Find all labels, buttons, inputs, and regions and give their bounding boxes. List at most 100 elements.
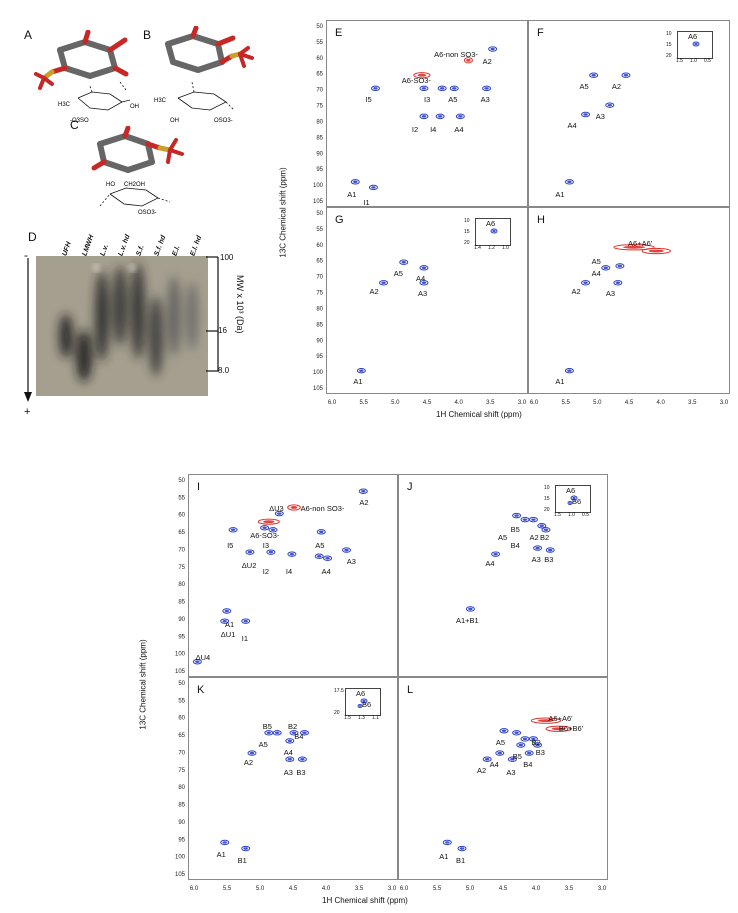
nmr-signal-blue-core (531, 518, 536, 521)
peak-label: B2 (531, 737, 541, 747)
nmr-signal-blue-core (249, 751, 255, 755)
nmr-signal-blue (228, 527, 238, 533)
panel-letter-a: A (24, 28, 33, 42)
nmr-signal-blue (457, 845, 467, 852)
nmr-spectrum-h (564, 244, 671, 374)
nmr-signal-blue (455, 113, 465, 120)
peak-label: A2 (482, 57, 492, 67)
nmr-signal-blue-core (358, 705, 362, 707)
peak-label: ΔU1 (220, 630, 236, 640)
inset-x-tick: 1.3 (358, 715, 365, 721)
nmr-spectrum-j (465, 512, 555, 612)
y-tick-label: 90 (178, 617, 185, 623)
nmr-signal-blue-core (275, 731, 280, 735)
nmr-signal-blue-core (535, 546, 540, 550)
nmr-signal-blue (316, 529, 326, 535)
y-tick-label: 80 (316, 306, 323, 312)
nmr-panel-h: H A6+A6' A5 A4 A2 A3 A1 (528, 207, 730, 394)
x-tick-label: 3.5 (486, 400, 495, 406)
nmr-signal-blue (245, 549, 255, 555)
inset-x-tick: 0.5 (704, 58, 711, 64)
nmr-signal-blue-core (401, 261, 406, 264)
nmr-signal-blue (564, 367, 574, 374)
nmr-signal-blue (528, 736, 538, 742)
nmr-signal-blue (613, 280, 623, 286)
x-tick-label: 4.0 (454, 400, 463, 406)
peak-label: A4 (454, 124, 464, 134)
peak-label: A5 (448, 94, 458, 104)
inset-plot: A6 10 15 20 1.5 1.0 0.5 (666, 31, 713, 64)
peak-label: B1 (237, 855, 247, 865)
y-tick-label: 85 (178, 803, 185, 809)
nmr-signal-blue (570, 495, 578, 501)
gel-minus-sign: - (24, 248, 28, 262)
nmr-signal-blue-core (548, 548, 553, 552)
inset-signal (567, 495, 578, 505)
nmr-signal-blue (495, 750, 505, 756)
bottom-y-axis-title: 13C Chemical shift (ppm) (138, 639, 148, 730)
nmr-signal-blue (533, 742, 543, 748)
panel-letter-l: L (407, 684, 414, 696)
inset-plot: A6 B6 17.5 20 1.5 1.3 1.1 (334, 688, 381, 721)
x-tick-label: 4.0 (322, 886, 331, 892)
y-tick-label: 60 (178, 716, 185, 722)
nmr-signal-blue (287, 551, 297, 557)
nmr-signal-blue (314, 553, 324, 559)
peak-label: A6-non SO3- (300, 504, 345, 514)
y-tick-label: 50 (316, 24, 323, 30)
peak-label: I3 (262, 540, 270, 550)
nmr-signal-blue (266, 549, 276, 555)
nmr-signal-blue-core (522, 737, 528, 741)
nmr-signal-blue-core (485, 757, 490, 761)
nmr-signal-blue-core (568, 502, 572, 504)
nmr-signal-blue (289, 730, 299, 736)
y-tick-label: 55 (178, 495, 185, 501)
lane-label-ufh: UFH (61, 241, 73, 257)
nmr-signal-blue-core (437, 115, 443, 118)
y-tick-label: 95 (316, 354, 323, 360)
nmr-signal-red-core (648, 249, 665, 253)
peak-label: B4 (523, 760, 533, 770)
inset-y-tick: 20 (464, 240, 470, 246)
nmr-spectrum-k (220, 730, 309, 852)
peak-label: A4 (489, 760, 499, 770)
b-oh-label: OH (170, 118, 179, 124)
peak-label: B1 (456, 855, 466, 865)
y-tick-label: 65 (178, 733, 185, 739)
peak-label: A2 (477, 766, 487, 776)
nmr-signal-blue-core (583, 113, 588, 116)
panel-letter-b: B (143, 28, 152, 42)
nmr-signal-red-core (537, 719, 555, 723)
nmr-signal-blue-core (439, 87, 445, 90)
x-tick-label: 6.0 (400, 886, 409, 892)
y-tick-label: 95 (178, 634, 185, 640)
nmr-signal-blue-core (518, 743, 523, 747)
nmr-signal-blue-core (484, 87, 489, 90)
y-tick-label: 80 (316, 119, 323, 125)
y-tick-label: 100 (313, 183, 324, 189)
structure-a: H3C OH -O3SO (34, 30, 139, 124)
x-tick-label: 3.0 (598, 886, 607, 892)
peak-label: A5 (579, 81, 589, 91)
nmr-signal-blue-core (243, 619, 248, 623)
inset-signal (357, 698, 368, 708)
peak-label: I1 (241, 634, 249, 644)
inset-peak-label: A6 (688, 32, 698, 41)
nmr-signal-blue-core (277, 512, 282, 515)
nmr-signal-blue-core (527, 751, 532, 755)
nmr-signal-red-core (263, 520, 275, 524)
mw-tick-8: 8.0 (218, 366, 230, 375)
nmr-signal-blue (605, 102, 615, 108)
a-oh-label: OH (130, 104, 139, 110)
peak-label: A4 (321, 567, 331, 577)
nmr-signal-blue (360, 698, 368, 704)
nmr-signal-red-core (417, 73, 427, 77)
nmr-signal-blue-core (421, 266, 427, 270)
nmr-signal-blue (692, 41, 700, 47)
nmr-signal-blue-core (230, 528, 236, 532)
lane-label-el-hd: E.l. hd (189, 234, 204, 257)
nmr-signal-blue (241, 618, 251, 624)
y-tick-label: 50 (316, 211, 323, 217)
nmr-signal-blue (241, 845, 251, 852)
y-tick-label: 90 (316, 338, 323, 344)
